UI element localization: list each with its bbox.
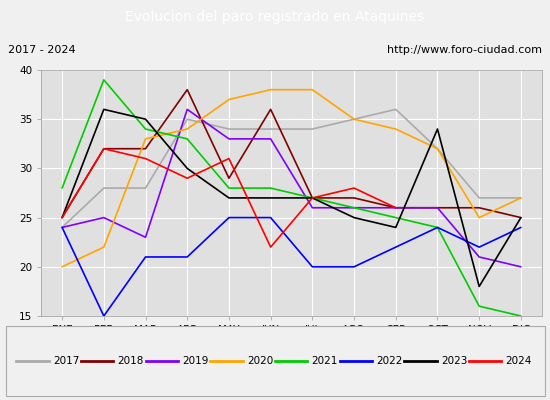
Text: Evolucion del paro registrado en Ataquines: Evolucion del paro registrado en Ataquin… bbox=[125, 10, 425, 24]
Text: 2020: 2020 bbox=[247, 356, 273, 366]
FancyBboxPatch shape bbox=[6, 326, 544, 396]
Text: 2017: 2017 bbox=[53, 356, 79, 366]
Text: 2024: 2024 bbox=[505, 356, 532, 366]
Text: 2023: 2023 bbox=[441, 356, 468, 366]
Text: http://www.foro-ciudad.com: http://www.foro-ciudad.com bbox=[387, 45, 542, 55]
Text: 2018: 2018 bbox=[118, 356, 144, 366]
Text: 2019: 2019 bbox=[182, 356, 208, 366]
Text: 2017 - 2024: 2017 - 2024 bbox=[8, 45, 76, 55]
Text: 2022: 2022 bbox=[376, 356, 403, 366]
Text: 2021: 2021 bbox=[312, 356, 338, 366]
